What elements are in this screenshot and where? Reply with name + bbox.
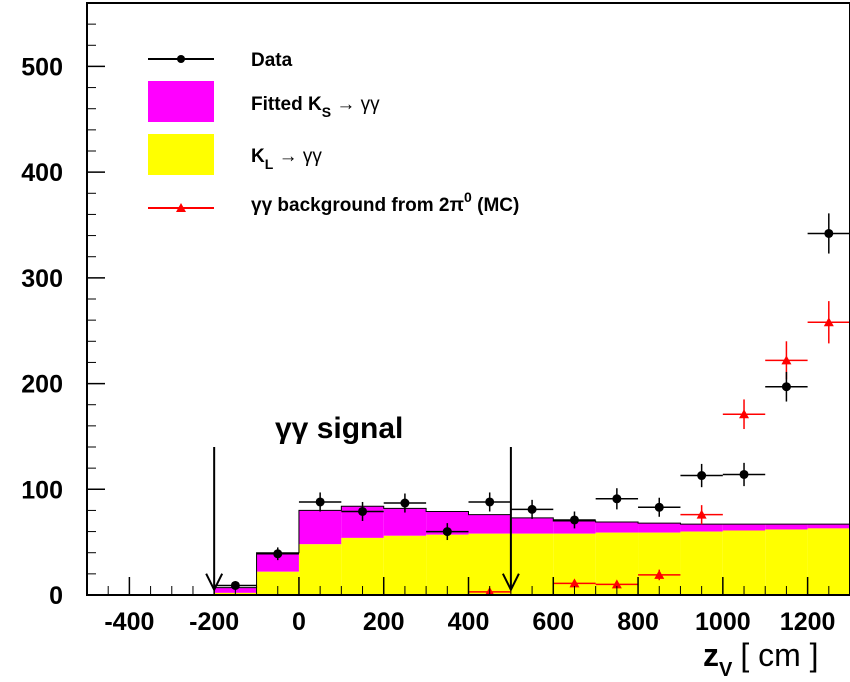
data-point	[273, 549, 283, 559]
ks-bar	[468, 514, 511, 534]
legend-label-background: γγ background from 2π0 (MC)	[251, 189, 519, 216]
ks-bar	[256, 552, 299, 572]
data-point	[697, 471, 707, 481]
data-point	[739, 469, 749, 479]
y-tick-label: 300	[21, 265, 63, 293]
ks-bar	[680, 524, 723, 532]
legend-entry-background: γγ background from 2π0 (MC)	[148, 189, 519, 216]
legend-label-data: Data	[251, 50, 293, 71]
x-tick-label: 200	[363, 608, 405, 636]
legend: Data Fitted KS → γγ KL → γγ γγ backgroun…	[148, 50, 519, 216]
background-point	[781, 355, 792, 365]
ks-bar	[595, 522, 639, 533]
legend-entry-data: Data	[148, 50, 293, 71]
legend-label-kl: KL → γγ	[251, 146, 322, 172]
x-tick-label: 1200	[780, 608, 836, 636]
kl-bar	[722, 530, 766, 595]
x-tick-label: -200	[189, 608, 239, 636]
data-point	[781, 382, 791, 392]
data-point	[315, 497, 325, 507]
ks-bar	[298, 510, 342, 545]
kl-bar	[383, 535, 427, 595]
data-point	[527, 504, 537, 514]
legend-bg-marker	[176, 203, 186, 212]
x-axis-label: zV[ cm ]	[703, 637, 819, 681]
x-tick-label: 0	[292, 608, 306, 636]
data-point	[654, 502, 664, 512]
background-point	[823, 317, 834, 327]
ks-bar	[510, 517, 554, 534]
background-point	[611, 579, 622, 589]
data-point	[442, 527, 452, 537]
x-tick-label: 600	[532, 608, 574, 636]
y-tick-label: 0	[49, 582, 63, 610]
legend-entry-ks: Fitted KS → γγ	[148, 81, 380, 122]
kl-bar	[807, 528, 850, 595]
axes: 0 100 200 300 400 500 -400 -200 0 200 400 600 800 100…	[21, 23, 850, 636]
legend-entry-kl: KL → γγ	[148, 134, 322, 175]
x-tick-label: -400	[104, 608, 154, 636]
data-point	[400, 498, 410, 508]
y-tick-label: 100	[21, 476, 63, 504]
kl-bar	[680, 531, 723, 595]
x-tick-label: 800	[617, 608, 659, 636]
signal-annotation: γγ signal	[275, 412, 403, 445]
kl-bar	[341, 537, 384, 595]
y-tick-label: 200	[21, 371, 63, 399]
x-tick-label: 400	[448, 608, 490, 636]
data-point	[824, 228, 834, 238]
data-point	[230, 580, 240, 590]
data-point	[612, 494, 622, 504]
background-point	[739, 409, 750, 419]
ks-bar	[722, 524, 766, 531]
legend-data-marker	[177, 55, 185, 63]
background-point	[696, 509, 707, 519]
ks-bar	[765, 524, 808, 530]
kl-bar	[510, 533, 554, 595]
y-tick-label: 500	[21, 53, 63, 81]
legend-label-ks: Fitted KS → γγ	[251, 94, 380, 120]
ks-bar	[638, 523, 681, 533]
ks-bar	[807, 524, 850, 529]
kl-bar	[468, 533, 511, 595]
background-point	[569, 578, 580, 588]
x-tick-label: 1000	[695, 608, 751, 636]
legend-ks-swatch	[148, 81, 214, 122]
kl-bar	[256, 571, 299, 595]
y-tick-label: 400	[21, 159, 63, 187]
background-point	[654, 569, 665, 579]
data-point	[485, 497, 495, 507]
legend-kl-swatch	[148, 134, 214, 175]
kl-bar	[426, 534, 469, 595]
data-point	[358, 506, 368, 516]
kl-bar	[638, 532, 681, 595]
kl-bar	[765, 529, 808, 595]
ks-bar	[383, 508, 427, 536]
data-points-layer	[214, 213, 850, 596]
data-point	[569, 515, 579, 525]
